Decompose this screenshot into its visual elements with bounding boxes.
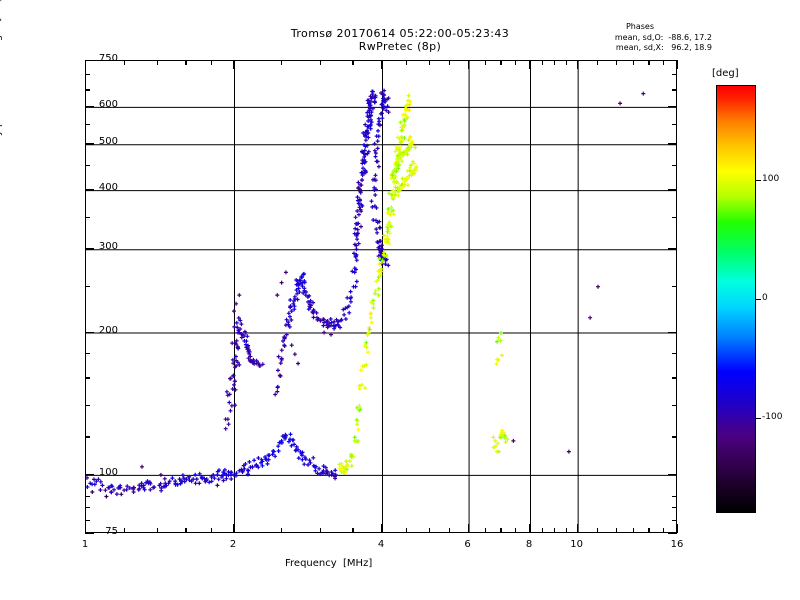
plot-title-line2: RwPretec (8p) (358, 40, 442, 53)
plot-canvas (86, 61, 676, 532)
x-tick-label: 1 (81, 539, 89, 550)
x-tick-label: 16 (670, 539, 684, 550)
x-tick-label: 6 (464, 539, 471, 550)
scatter-layer (86, 88, 646, 499)
phase-stats-header: Phases (625, 22, 655, 31)
colorbar-tick-label: 100 (762, 174, 780, 185)
y-tick-label: 200 (98, 324, 118, 336)
y-axis-title: Stationary phase Virtual Height [km] (0, 0, 3, 182)
y-tick-label: 75 (105, 526, 118, 537)
y-tick-label: 600 (98, 98, 118, 110)
y-tick-label: 300 (98, 241, 118, 253)
x-tick-label: 8 (525, 539, 533, 550)
colorbar (716, 85, 756, 513)
phase-stats-o-mode: mean, sd,O: -88.6, 17.2 (614, 33, 712, 42)
y-tick-label: 100 (98, 466, 118, 478)
y-tick-label: 400 (98, 182, 118, 194)
phase-stats-x-mode: mean, sd,X: 96.2, 18.9 (615, 43, 712, 52)
colorbar-gradient (717, 86, 755, 512)
y-tick-label: 500 (98, 136, 118, 148)
plot-title-line1: Tromsø 20170614 05:22:00-05:23:43 (290, 27, 510, 40)
x-tick-label: 10 (570, 539, 583, 550)
plot-area (85, 60, 677, 533)
colorbar-tick-label: -100 (762, 411, 783, 422)
x-tick-label: 2 (229, 539, 237, 550)
colorbar-unit-label: [deg] (712, 68, 739, 79)
y-tick-label: 750 (98, 53, 118, 64)
x-tick-label: 4 (377, 539, 385, 550)
colorbar-tick-label: 0 (762, 293, 768, 303)
x-axis-title: Frequency [MHz] (285, 558, 373, 569)
